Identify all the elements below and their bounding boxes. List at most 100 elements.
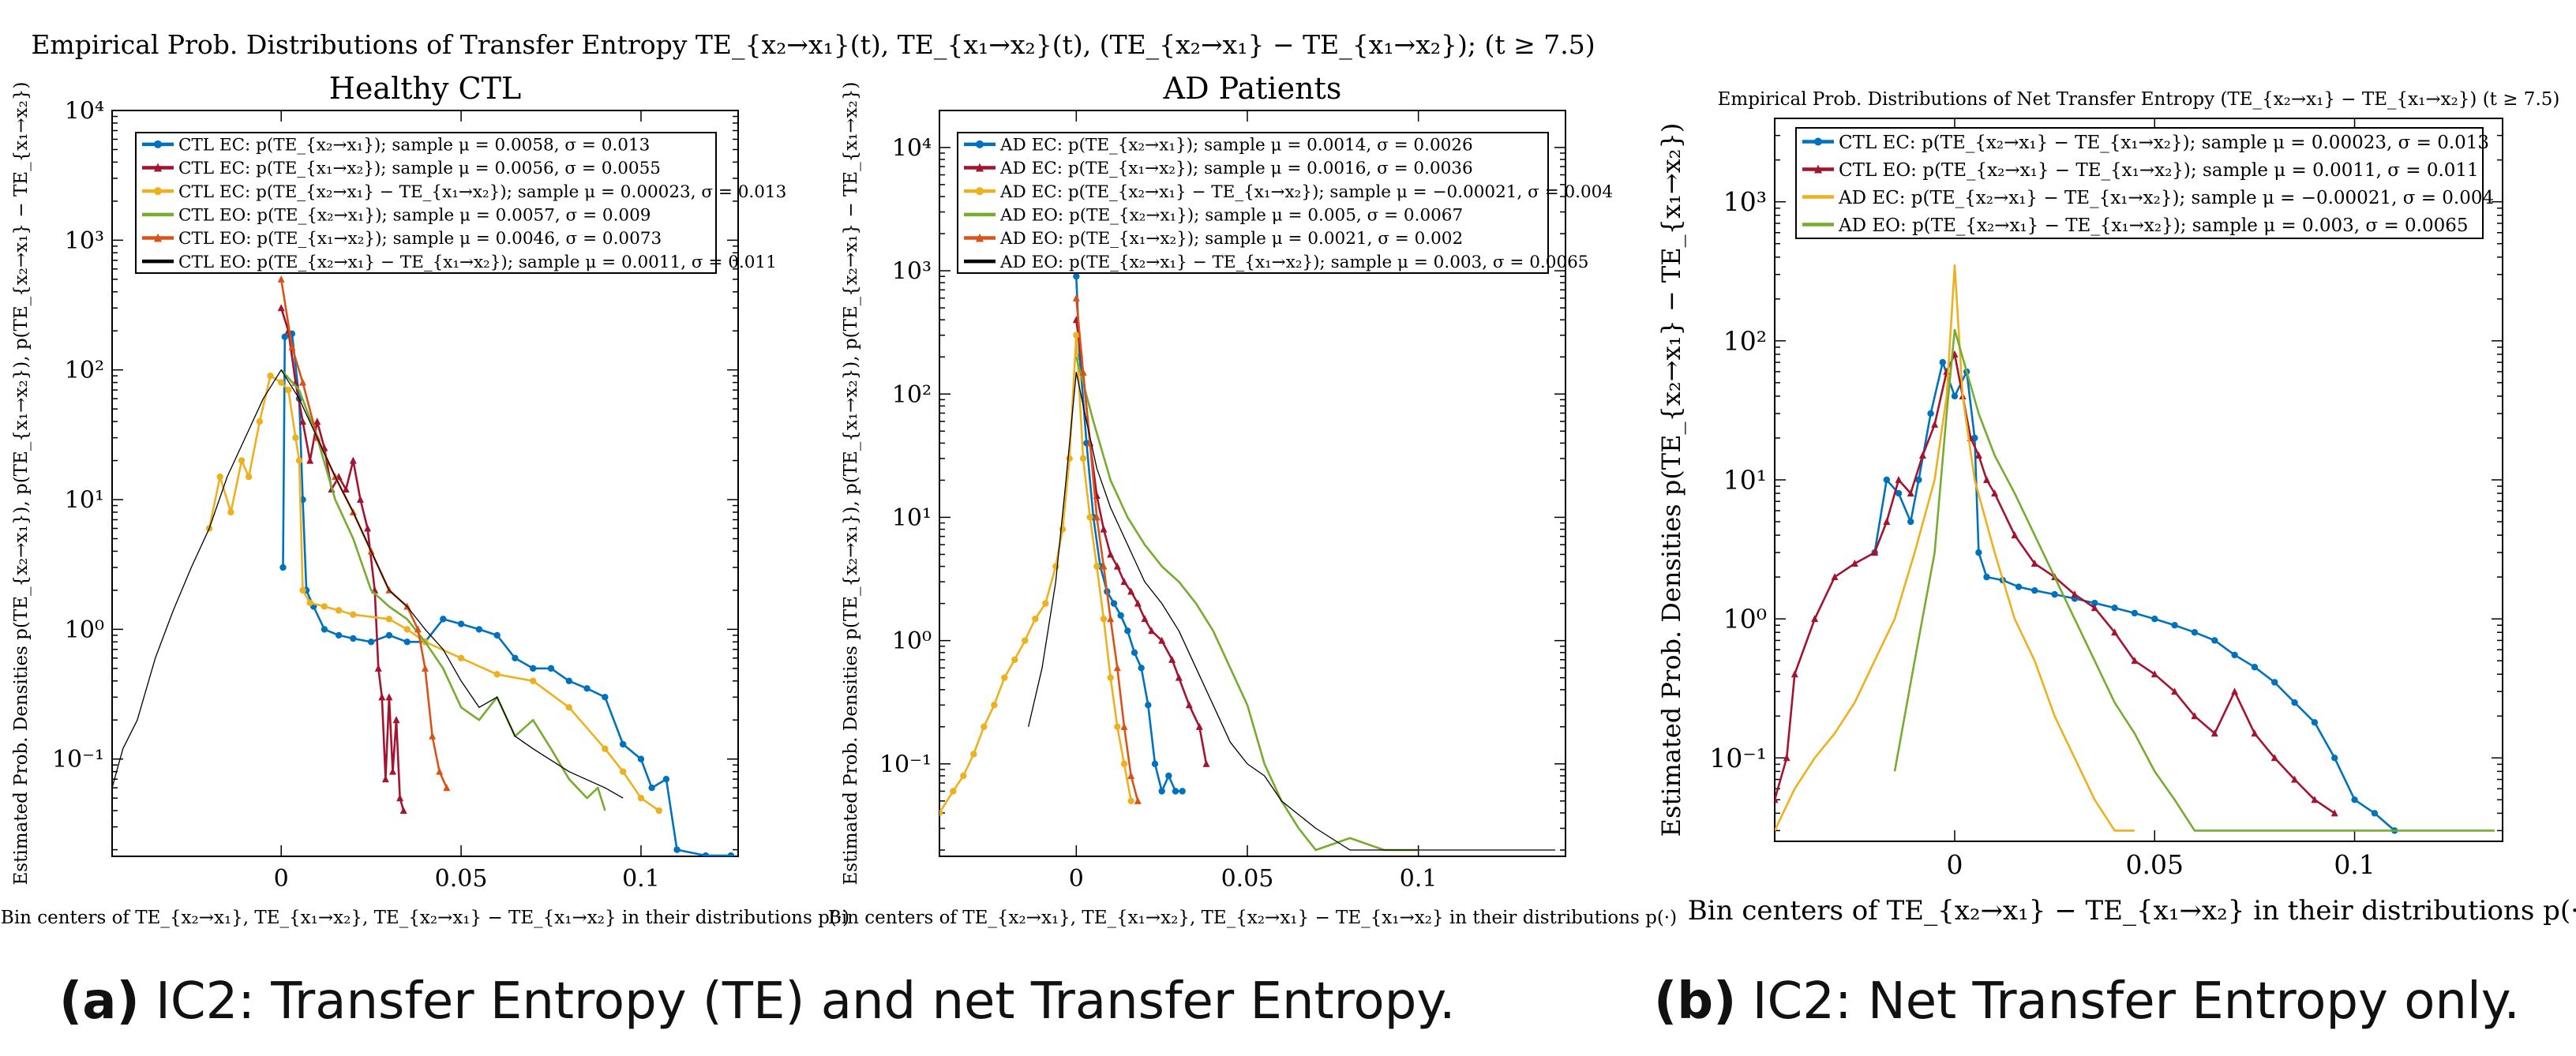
data-point [2171, 622, 2178, 629]
data-point [1991, 489, 1999, 497]
data-point [493, 631, 501, 639]
data-point [292, 434, 299, 441]
data-point [475, 626, 483, 633]
data-point [530, 665, 537, 672]
series-line-orange [279, 279, 448, 788]
data-point [385, 693, 393, 701]
data-point [2251, 664, 2259, 671]
data-point [1079, 455, 1087, 462]
chart-title: Empirical Prob. Distributions of Net Tra… [1718, 89, 2560, 110]
data-point [970, 751, 977, 758]
data-point [2090, 604, 2098, 612]
data-point [1138, 665, 1145, 672]
data-point [648, 784, 655, 792]
y-tick-label: 10¹ [1723, 465, 1767, 496]
series-line-green [280, 369, 606, 811]
y-axis-label: Estimated Prob. Densities p(TE_{x₂→x₁} −… [1656, 123, 1686, 837]
data-point [1093, 563, 1101, 570]
data-point [1883, 518, 1891, 526]
data-point [2371, 810, 2379, 817]
legend-entry: AD EC: p(TE_{x₂→x₁} − TE_{x₁→x₂}); sampl… [1838, 188, 2494, 208]
data-point [1124, 627, 1131, 635]
data-point [349, 456, 357, 464]
y-axis-label: Estimated Prob. Densities p(TE_{x₂→x₁}),… [841, 82, 861, 886]
data-point [440, 616, 447, 623]
data-point [1032, 615, 1039, 623]
legend-marker [154, 163, 162, 172]
data-point [2291, 775, 2299, 783]
data-point [991, 702, 998, 709]
data-point [619, 740, 627, 748]
data-point [673, 846, 681, 853]
x-tick-label: 0.05 [2126, 849, 2184, 880]
legend: AD EC: p(TE_{x₂→x₁}); sample μ = 0.0014,… [957, 132, 1613, 274]
data-point [619, 768, 627, 775]
data-point [1168, 655, 1176, 663]
legend-entry: CTL EC: p(TE_{x₂→x₁}); sample μ = 0.0058… [178, 136, 650, 155]
x-tick-label: 0 [274, 865, 289, 893]
data-point [1148, 627, 1156, 635]
legend-marker [154, 140, 162, 148]
data-point [1927, 410, 1934, 418]
data-point [1783, 754, 1790, 762]
legend-marker [1814, 164, 1822, 174]
y-tick-label: 10⁴ [892, 134, 932, 162]
data-point [299, 418, 307, 425]
data-point [2111, 628, 2119, 636]
data-point [512, 654, 519, 662]
data-point [2291, 699, 2298, 706]
legend: CTL EC: p(TE_{x₂→x₁}); sample μ = 0.0058… [135, 132, 786, 274]
data-point [1151, 760, 1159, 768]
data-point [637, 795, 645, 802]
data-point [1811, 615, 1819, 623]
y-axis-label: Estimated Prob. Densities p(TE_{x₂→x₁}),… [11, 82, 32, 886]
legend-entry: CTL EO: p(TE_{x₂→x₁}); sample μ = 0.0057… [178, 206, 651, 226]
data-point [457, 620, 465, 627]
legend-marker [976, 140, 984, 148]
y-tick-label: 10³ [892, 258, 932, 286]
data-point [1931, 420, 1939, 428]
data-point [1172, 788, 1179, 795]
data-point [436, 767, 444, 775]
data-point [1100, 562, 1108, 570]
legend-box [957, 132, 1549, 274]
data-point [1982, 476, 1990, 483]
data-point [1107, 550, 1115, 558]
data-point [702, 852, 710, 856]
x-tick-label: 0 [1069, 865, 1084, 893]
data-point [1145, 702, 1152, 709]
data-point [1066, 455, 1073, 462]
data-point [277, 275, 285, 283]
data-point [1951, 392, 1959, 400]
data-point [227, 508, 234, 516]
data-point [2111, 605, 2118, 612]
series-line-yellow [1775, 264, 2135, 832]
x-tick-label: 0.1 [622, 865, 660, 893]
data-point [1775, 796, 1779, 803]
caption-b-text: IC2: Net Transfer Entropy only. [1752, 972, 2520, 1031]
data-point [1073, 331, 1080, 339]
series-line-red [279, 307, 405, 811]
caption-b: (b) IC2: Net Transfer Entropy only. [1654, 972, 2520, 1031]
data-point [2351, 796, 2358, 803]
series-line-blue [1873, 361, 2396, 832]
data-point [1114, 723, 1121, 731]
x-tick-label: 0.1 [1400, 865, 1438, 893]
plot-area [939, 273, 1555, 852]
data-point [1195, 722, 1203, 730]
y-tick-label: 10⁻¹ [52, 746, 104, 773]
legend-marker [154, 187, 162, 196]
data-point [1918, 451, 1926, 459]
data-point [1093, 513, 1101, 521]
y-tick-label: 10³ [65, 227, 104, 255]
data-point [1831, 573, 1839, 581]
x-tick-label: 0.05 [435, 865, 488, 893]
data-point [1011, 656, 1018, 664]
legend-marker [1814, 137, 1822, 146]
panel-ad-patients: AD Patients 10⁻¹ 10⁰ 10¹ 10² 10³ 10⁴ 0 0.05 0.1 Bi… [828, 71, 1677, 928]
data-point [2211, 637, 2218, 644]
data-point [2051, 590, 2058, 598]
legend-entry: AD EO: p(TE_{x₂→x₁}); sample μ = 0.005, … [999, 206, 1463, 226]
data-point [2011, 531, 2019, 539]
